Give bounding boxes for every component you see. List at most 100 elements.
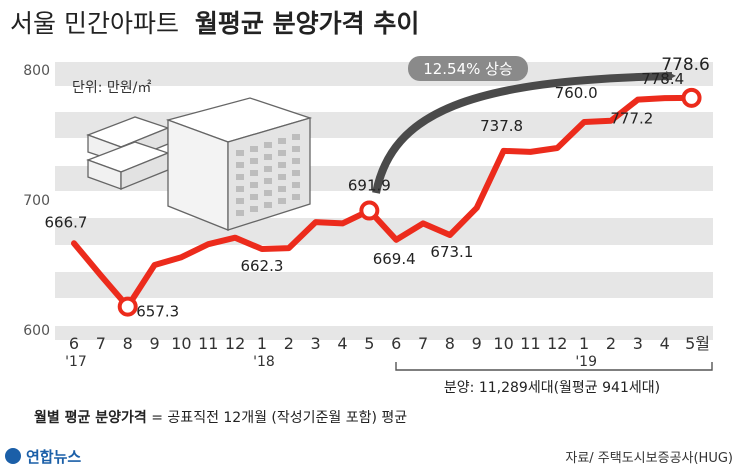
x-tick-label: 12 <box>547 334 567 353</box>
year-label: '19 <box>575 354 597 370</box>
supply-bracket <box>395 362 713 371</box>
x-tick-label: 4 <box>337 334 347 353</box>
year-label: '17 <box>65 354 87 370</box>
data-label: 666.7 <box>45 213 88 231</box>
y-tick-label: 800 <box>23 63 50 79</box>
window-icon <box>278 138 286 144</box>
x-tick-label: 8 <box>445 334 455 353</box>
x-tick-label: 11 <box>520 334 540 353</box>
growth-badge-label: 12.54% 상승 <box>423 60 513 78</box>
window-icon <box>292 158 300 164</box>
x-tick-label: 7 <box>96 334 106 353</box>
x-tick-label: 3 <box>311 334 321 353</box>
apartment-illustration <box>86 97 313 231</box>
window-icon <box>236 174 244 180</box>
grid-band <box>55 218 713 245</box>
y-axis: 600 700 800 <box>23 63 50 339</box>
x-tick-label: 2 <box>606 334 616 353</box>
y-tick-label: 700 <box>23 193 50 209</box>
window-icon <box>250 194 258 200</box>
window-icon <box>292 170 300 176</box>
data-label: 778.6 <box>661 55 710 75</box>
window-icon <box>250 146 258 152</box>
data-label: 657.3 <box>136 303 179 321</box>
chart-title: 서울 민간아파트 월평균 분양가격 추이 <box>10 9 419 38</box>
series-line <box>71 94 695 310</box>
grid-band <box>55 272 713 298</box>
window-icon <box>292 194 300 200</box>
unit-label: 단위: 만원/㎡ <box>72 80 151 96</box>
data-label: 673.1 <box>430 243 473 261</box>
window-icon <box>250 158 258 164</box>
window-icon <box>264 190 272 196</box>
growth-badge <box>408 56 528 81</box>
supply-note: 분양: 11,289세대(월평균 941세대) <box>444 380 660 396</box>
window-icon <box>292 134 300 140</box>
footer <box>0 439 743 476</box>
title-prefix: 서울 민간아파트 <box>10 9 179 38</box>
x-axis: 6 7 8 9 10 11 12 1 2 3 4 5 6 7 8 9 10 11 12 1 2 3 4 5월 <box>69 334 710 353</box>
data-label: 778.4 <box>641 70 684 88</box>
data-label: 760.0 <box>555 84 598 102</box>
window-icon <box>236 198 244 204</box>
window-icon <box>250 170 258 176</box>
x-tick-label: 10 <box>493 334 513 353</box>
window-icon <box>278 162 286 168</box>
grid-band <box>55 62 713 86</box>
data-label: 662.3 <box>240 257 283 275</box>
window-icon <box>236 162 244 168</box>
x-tick-label: 5월 <box>685 334 710 353</box>
data-label: 777.2 <box>610 110 653 128</box>
window-icon <box>278 174 286 180</box>
growth-arrow <box>372 71 676 194</box>
definition-text: = 공표직전 12개월 (작성기준월 포함) 평균 <box>151 410 407 426</box>
grid-band <box>55 326 713 340</box>
x-tick-label: 5 <box>364 334 374 353</box>
data-label: 737.8 <box>480 117 523 135</box>
x-tick-label: 12 <box>225 334 245 353</box>
x-tick-label: 9 <box>149 334 159 353</box>
window-icon <box>292 146 300 152</box>
x-tick-label: 10 <box>171 334 191 353</box>
highlight-point <box>117 296 138 317</box>
data-label: 669.4 <box>373 250 416 268</box>
x-tick-label: 8 <box>123 334 133 353</box>
x-tick-label: 1 <box>579 334 589 353</box>
definition-note: 월별 평균 분양가격 = 공표직전 12개월 (작성기준월 포함) 평균 <box>34 409 407 426</box>
x-tick-label: 6 <box>69 334 79 353</box>
window-icon <box>264 178 272 184</box>
window-icon <box>264 154 272 160</box>
window-icon <box>236 210 244 216</box>
window-icon <box>278 186 286 192</box>
year-label: '18 <box>253 354 275 370</box>
x-tick-label: 2 <box>284 334 294 353</box>
grid-bands <box>55 62 713 340</box>
window-icon <box>278 198 286 204</box>
data-label: 691.9 <box>348 177 391 195</box>
window-icon <box>264 142 272 148</box>
x-tick-label: 11 <box>198 334 218 353</box>
title-main: 월평균 분양가격 추이 <box>195 9 419 38</box>
window-icon <box>236 150 244 156</box>
window-icon <box>264 166 272 172</box>
x-tick-label: 6 <box>391 334 401 353</box>
window-icon <box>292 182 300 188</box>
window-icon <box>236 186 244 192</box>
window-icon <box>250 182 258 188</box>
window-icon <box>250 206 258 212</box>
highlight-point <box>681 87 702 108</box>
source-note: 자료/ 주택도시보증공사(HUG) <box>565 451 733 466</box>
x-tick-label: 7 <box>418 334 428 353</box>
definition-term: 월별 평균 분양가격 <box>34 409 147 426</box>
y-tick-label: 600 <box>23 323 50 339</box>
highlight-point <box>359 200 380 221</box>
agency-logo: 연합뉴스 <box>26 448 81 466</box>
x-tick-label: 1 <box>257 334 267 353</box>
x-tick-label: 4 <box>660 334 670 353</box>
window-icon <box>278 150 286 156</box>
window-icon <box>264 202 272 208</box>
x-tick-label: 3 <box>633 334 643 353</box>
yonhap-logo-icon <box>5 448 21 464</box>
x-tick-label: 9 <box>472 334 482 353</box>
